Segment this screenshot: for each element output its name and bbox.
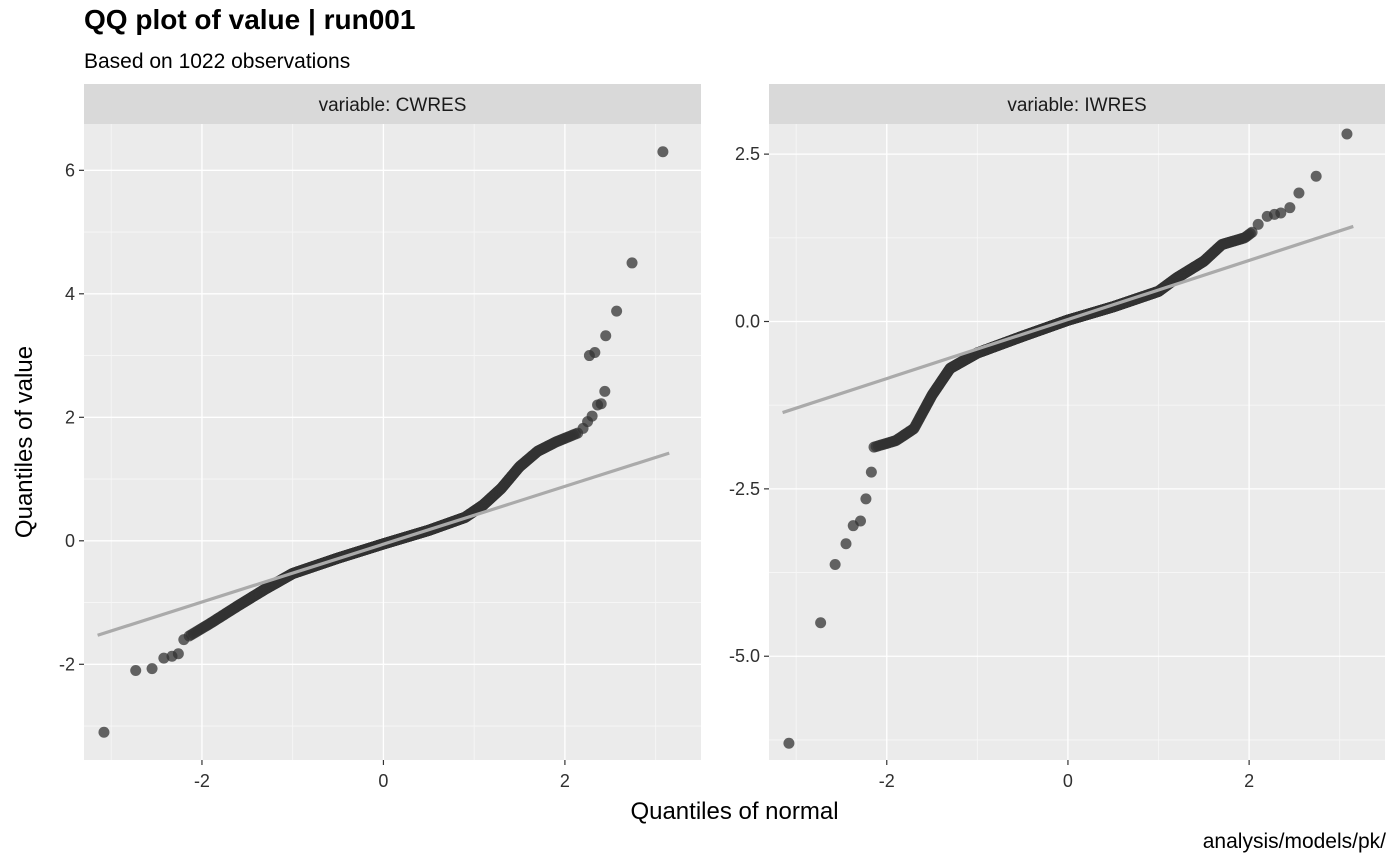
qq-point — [860, 493, 872, 505]
x-tick-label: 2 — [560, 771, 570, 791]
qq-point — [1284, 202, 1296, 214]
chart-caption: analysis/models/pk/ — [1202, 830, 1386, 853]
x-tick-label: -2 — [194, 771, 210, 791]
chart-subtitle: Based on 1022 observations — [84, 50, 351, 73]
qq-reference-line — [97, 451, 670, 637]
qq-point — [146, 663, 158, 675]
panel-cwres: variable: CWRES -2 0 2 -2 0 2 4 6 — [59, 84, 701, 791]
qq-point — [178, 634, 190, 646]
chart-title: QQ plot of value | run001 — [84, 4, 416, 35]
qq-point — [130, 664, 142, 676]
qq-point — [783, 737, 795, 749]
y-tick-label: -2 — [59, 654, 75, 674]
qq-point — [815, 617, 827, 629]
qq-point — [611, 305, 623, 317]
strip-label-cwres: variable: CWRES — [319, 95, 467, 116]
qq-point — [586, 410, 598, 422]
qq-point — [600, 330, 612, 342]
y-tick-label: -5.0 — [729, 646, 760, 666]
qq-point — [599, 385, 611, 397]
y-tick-label: 4 — [65, 284, 75, 304]
y-axis-title: Quantiles of value — [11, 346, 38, 538]
panel-background — [84, 124, 701, 760]
qq-point — [1246, 226, 1258, 238]
x-tick-label: 0 — [1063, 771, 1073, 791]
qq-point — [172, 648, 184, 660]
qq-point — [1341, 128, 1353, 140]
y-tick-label: 2 — [65, 407, 75, 427]
qq-point — [595, 398, 607, 410]
qq-point — [840, 538, 852, 550]
qq-point — [865, 466, 877, 478]
qq-point — [1275, 207, 1287, 219]
qq-reference-line — [782, 224, 1354, 415]
qq-point — [1293, 187, 1305, 199]
x-tick-label: -2 — [879, 771, 895, 791]
qq-point — [1310, 170, 1322, 182]
x-axis-title: Quantiles of normal — [630, 798, 838, 825]
qq-point — [657, 146, 669, 158]
qq-point — [854, 515, 866, 527]
panel-iwres: variable: IWRES -2 0 2 -5.0 -2.5 0.0 2.5 — [729, 84, 1385, 791]
y-tick-label: -2.5 — [729, 479, 760, 499]
y-tick-label: 2.5 — [735, 144, 760, 164]
strip-background — [769, 84, 1385, 124]
qq-point — [1252, 218, 1264, 230]
strip-background — [84, 84, 701, 124]
qq-point — [829, 559, 841, 571]
qq-point — [589, 346, 601, 358]
y-tick-label: 0 — [65, 531, 75, 551]
y-tick-label: 6 — [65, 160, 75, 180]
qq-point — [98, 726, 110, 738]
y-tick-label: 0.0 — [735, 311, 760, 331]
x-tick-label: 2 — [1244, 771, 1254, 791]
panel-background — [769, 124, 1385, 760]
x-tick-label: 0 — [378, 771, 388, 791]
strip-label-iwres: variable: IWRES — [1007, 95, 1146, 116]
qq-point — [626, 257, 638, 269]
